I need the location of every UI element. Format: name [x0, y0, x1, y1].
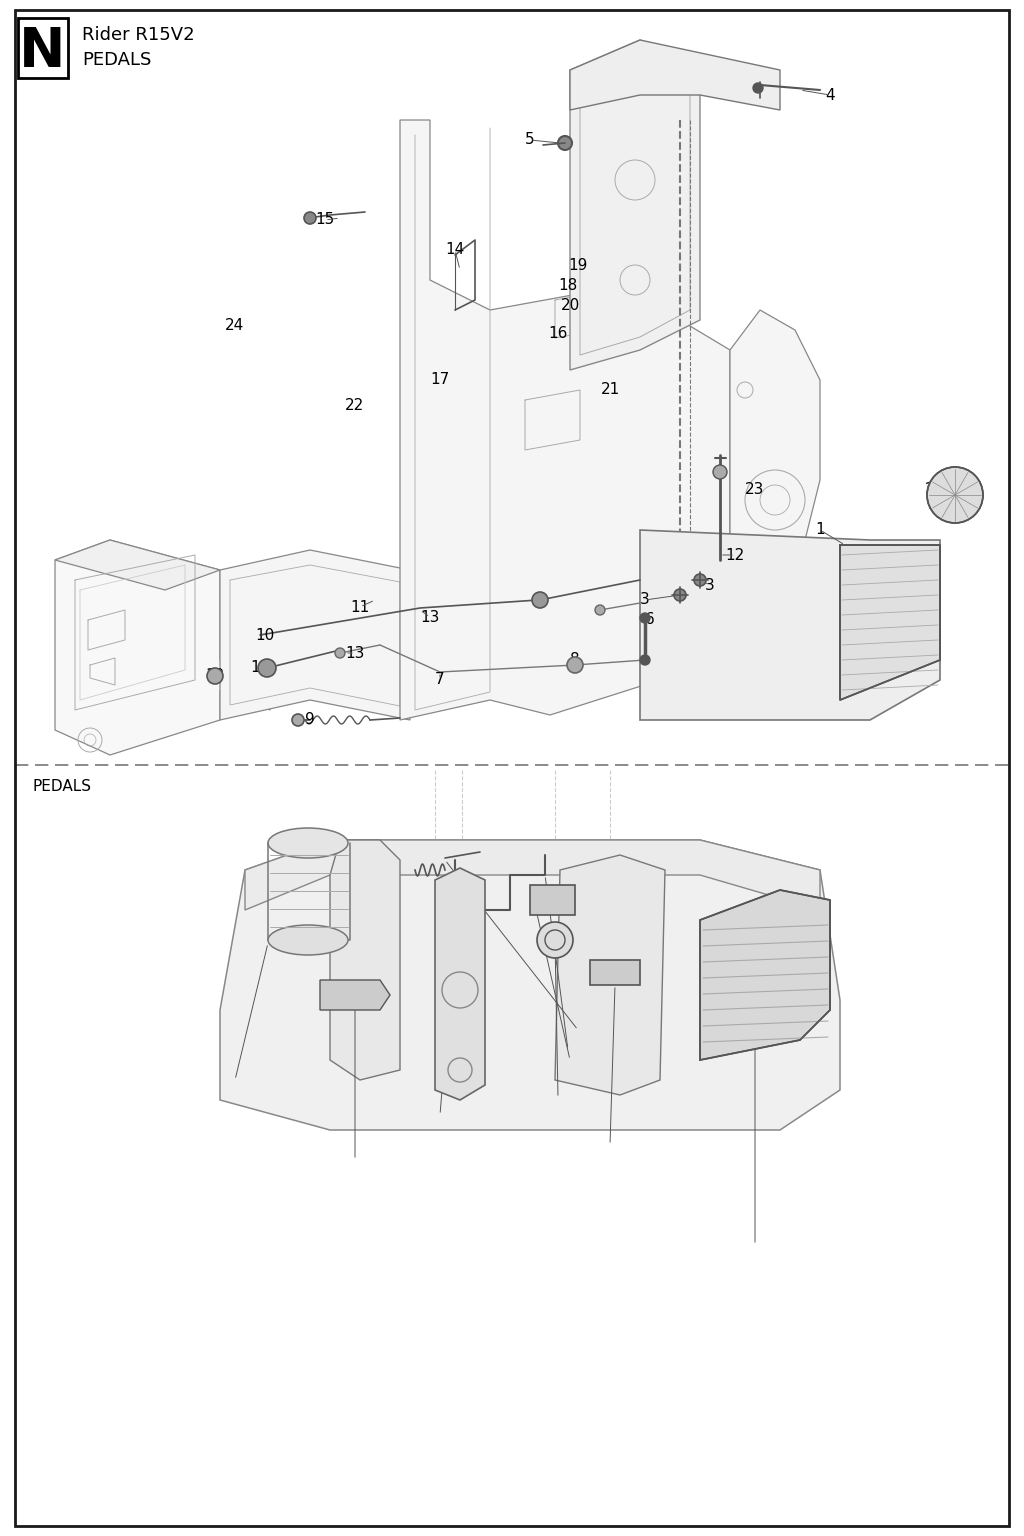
Text: 3: 3: [640, 593, 650, 608]
Circle shape: [304, 212, 316, 224]
Circle shape: [753, 83, 763, 94]
Text: 17: 17: [430, 373, 450, 387]
Polygon shape: [400, 120, 730, 720]
Text: Rider R15V2: Rider R15V2: [82, 26, 195, 45]
Polygon shape: [570, 40, 700, 370]
Text: N: N: [18, 25, 66, 78]
Polygon shape: [730, 310, 820, 641]
Text: 13: 13: [345, 645, 365, 660]
Circle shape: [292, 714, 304, 727]
Text: 9: 9: [305, 713, 314, 728]
Text: 18: 18: [558, 278, 578, 292]
Text: 2: 2: [926, 482, 935, 498]
Text: 6: 6: [645, 613, 655, 628]
Polygon shape: [245, 840, 820, 909]
Text: 20: 20: [560, 298, 580, 312]
Circle shape: [567, 657, 583, 673]
Circle shape: [674, 588, 686, 601]
Circle shape: [537, 922, 573, 958]
Text: 10: 10: [255, 628, 274, 642]
Circle shape: [558, 137, 572, 151]
Text: 23: 23: [745, 482, 765, 498]
Text: 22: 22: [345, 398, 365, 413]
Circle shape: [640, 613, 650, 624]
Text: 12: 12: [206, 668, 224, 684]
Circle shape: [207, 668, 223, 684]
Polygon shape: [530, 885, 575, 915]
Text: 12: 12: [725, 547, 744, 562]
Text: 4: 4: [825, 88, 835, 103]
Text: 15: 15: [315, 212, 335, 227]
Polygon shape: [55, 541, 270, 756]
Polygon shape: [590, 960, 640, 985]
Polygon shape: [55, 541, 220, 590]
Text: 7: 7: [435, 673, 444, 688]
Ellipse shape: [268, 828, 348, 859]
Text: 11: 11: [350, 599, 370, 614]
Text: PEDALS: PEDALS: [32, 779, 91, 794]
Bar: [18, 18, 68, 78]
Polygon shape: [640, 530, 940, 720]
Polygon shape: [555, 856, 665, 1095]
Text: 13: 13: [420, 610, 439, 625]
Text: 5: 5: [525, 132, 535, 147]
Text: 3: 3: [706, 578, 715, 593]
Text: 11: 11: [251, 660, 269, 676]
Text: 14: 14: [445, 243, 465, 258]
Circle shape: [258, 659, 276, 677]
Ellipse shape: [268, 925, 348, 955]
Text: 19: 19: [568, 258, 588, 272]
Circle shape: [335, 648, 345, 657]
Circle shape: [532, 591, 548, 608]
Circle shape: [640, 654, 650, 665]
Text: 1: 1: [815, 522, 824, 538]
Polygon shape: [435, 868, 485, 1100]
Polygon shape: [570, 40, 780, 111]
Text: PEDALS: PEDALS: [82, 51, 152, 69]
Text: 21: 21: [600, 382, 620, 398]
Circle shape: [713, 465, 727, 479]
Polygon shape: [330, 840, 400, 1080]
Text: 16: 16: [548, 326, 567, 341]
Polygon shape: [700, 889, 830, 1060]
Polygon shape: [220, 550, 410, 720]
Circle shape: [694, 574, 706, 587]
Text: 8: 8: [570, 653, 580, 668]
Text: 24: 24: [225, 318, 245, 332]
Polygon shape: [319, 980, 390, 1011]
Circle shape: [927, 467, 983, 522]
Polygon shape: [220, 840, 840, 1130]
Circle shape: [595, 605, 605, 614]
Polygon shape: [840, 545, 940, 700]
